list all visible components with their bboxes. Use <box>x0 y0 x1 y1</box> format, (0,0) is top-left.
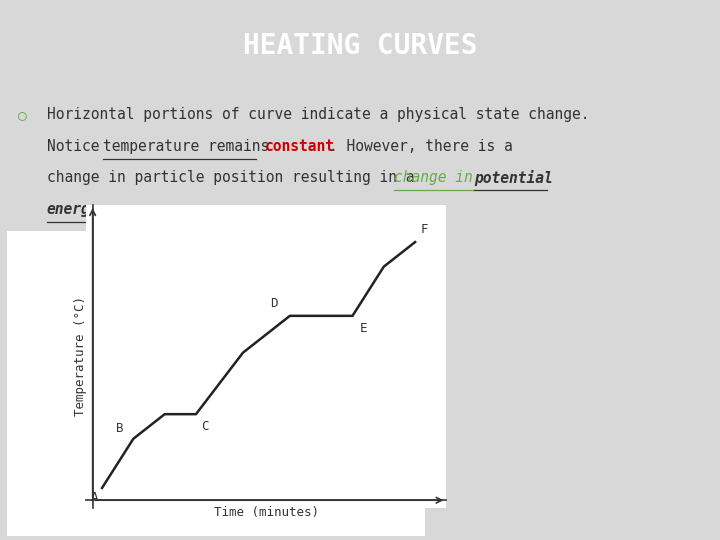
X-axis label: Time (minutes): Time (minutes) <box>214 506 319 519</box>
Y-axis label: Temperature (°C): Temperature (°C) <box>74 296 87 416</box>
Text: B: B <box>115 422 123 435</box>
Text: . However, there is a: . However, there is a <box>329 139 513 154</box>
Text: A: A <box>91 491 98 504</box>
Text: Horizontal portions of curve indicate a physical state change.: Horizontal portions of curve indicate a … <box>47 107 589 123</box>
Text: change in: change in <box>394 170 481 185</box>
Text: constant: constant <box>264 139 335 154</box>
Text: C: C <box>202 420 209 433</box>
Text: D: D <box>271 297 278 310</box>
Text: temperature remains: temperature remains <box>103 139 269 154</box>
Text: potential: potential <box>474 170 553 186</box>
Text: .: . <box>95 201 104 217</box>
Text: HEATING CURVES: HEATING CURVES <box>243 32 477 60</box>
FancyBboxPatch shape <box>7 231 425 536</box>
Text: F: F <box>420 223 428 237</box>
Text: Notice: Notice <box>47 139 108 154</box>
Text: ○: ○ <box>18 107 27 123</box>
Text: change in particle position resulting in a: change in particle position resulting in… <box>47 170 423 185</box>
Text: energy: energy <box>47 201 99 217</box>
Text: E: E <box>360 322 367 335</box>
